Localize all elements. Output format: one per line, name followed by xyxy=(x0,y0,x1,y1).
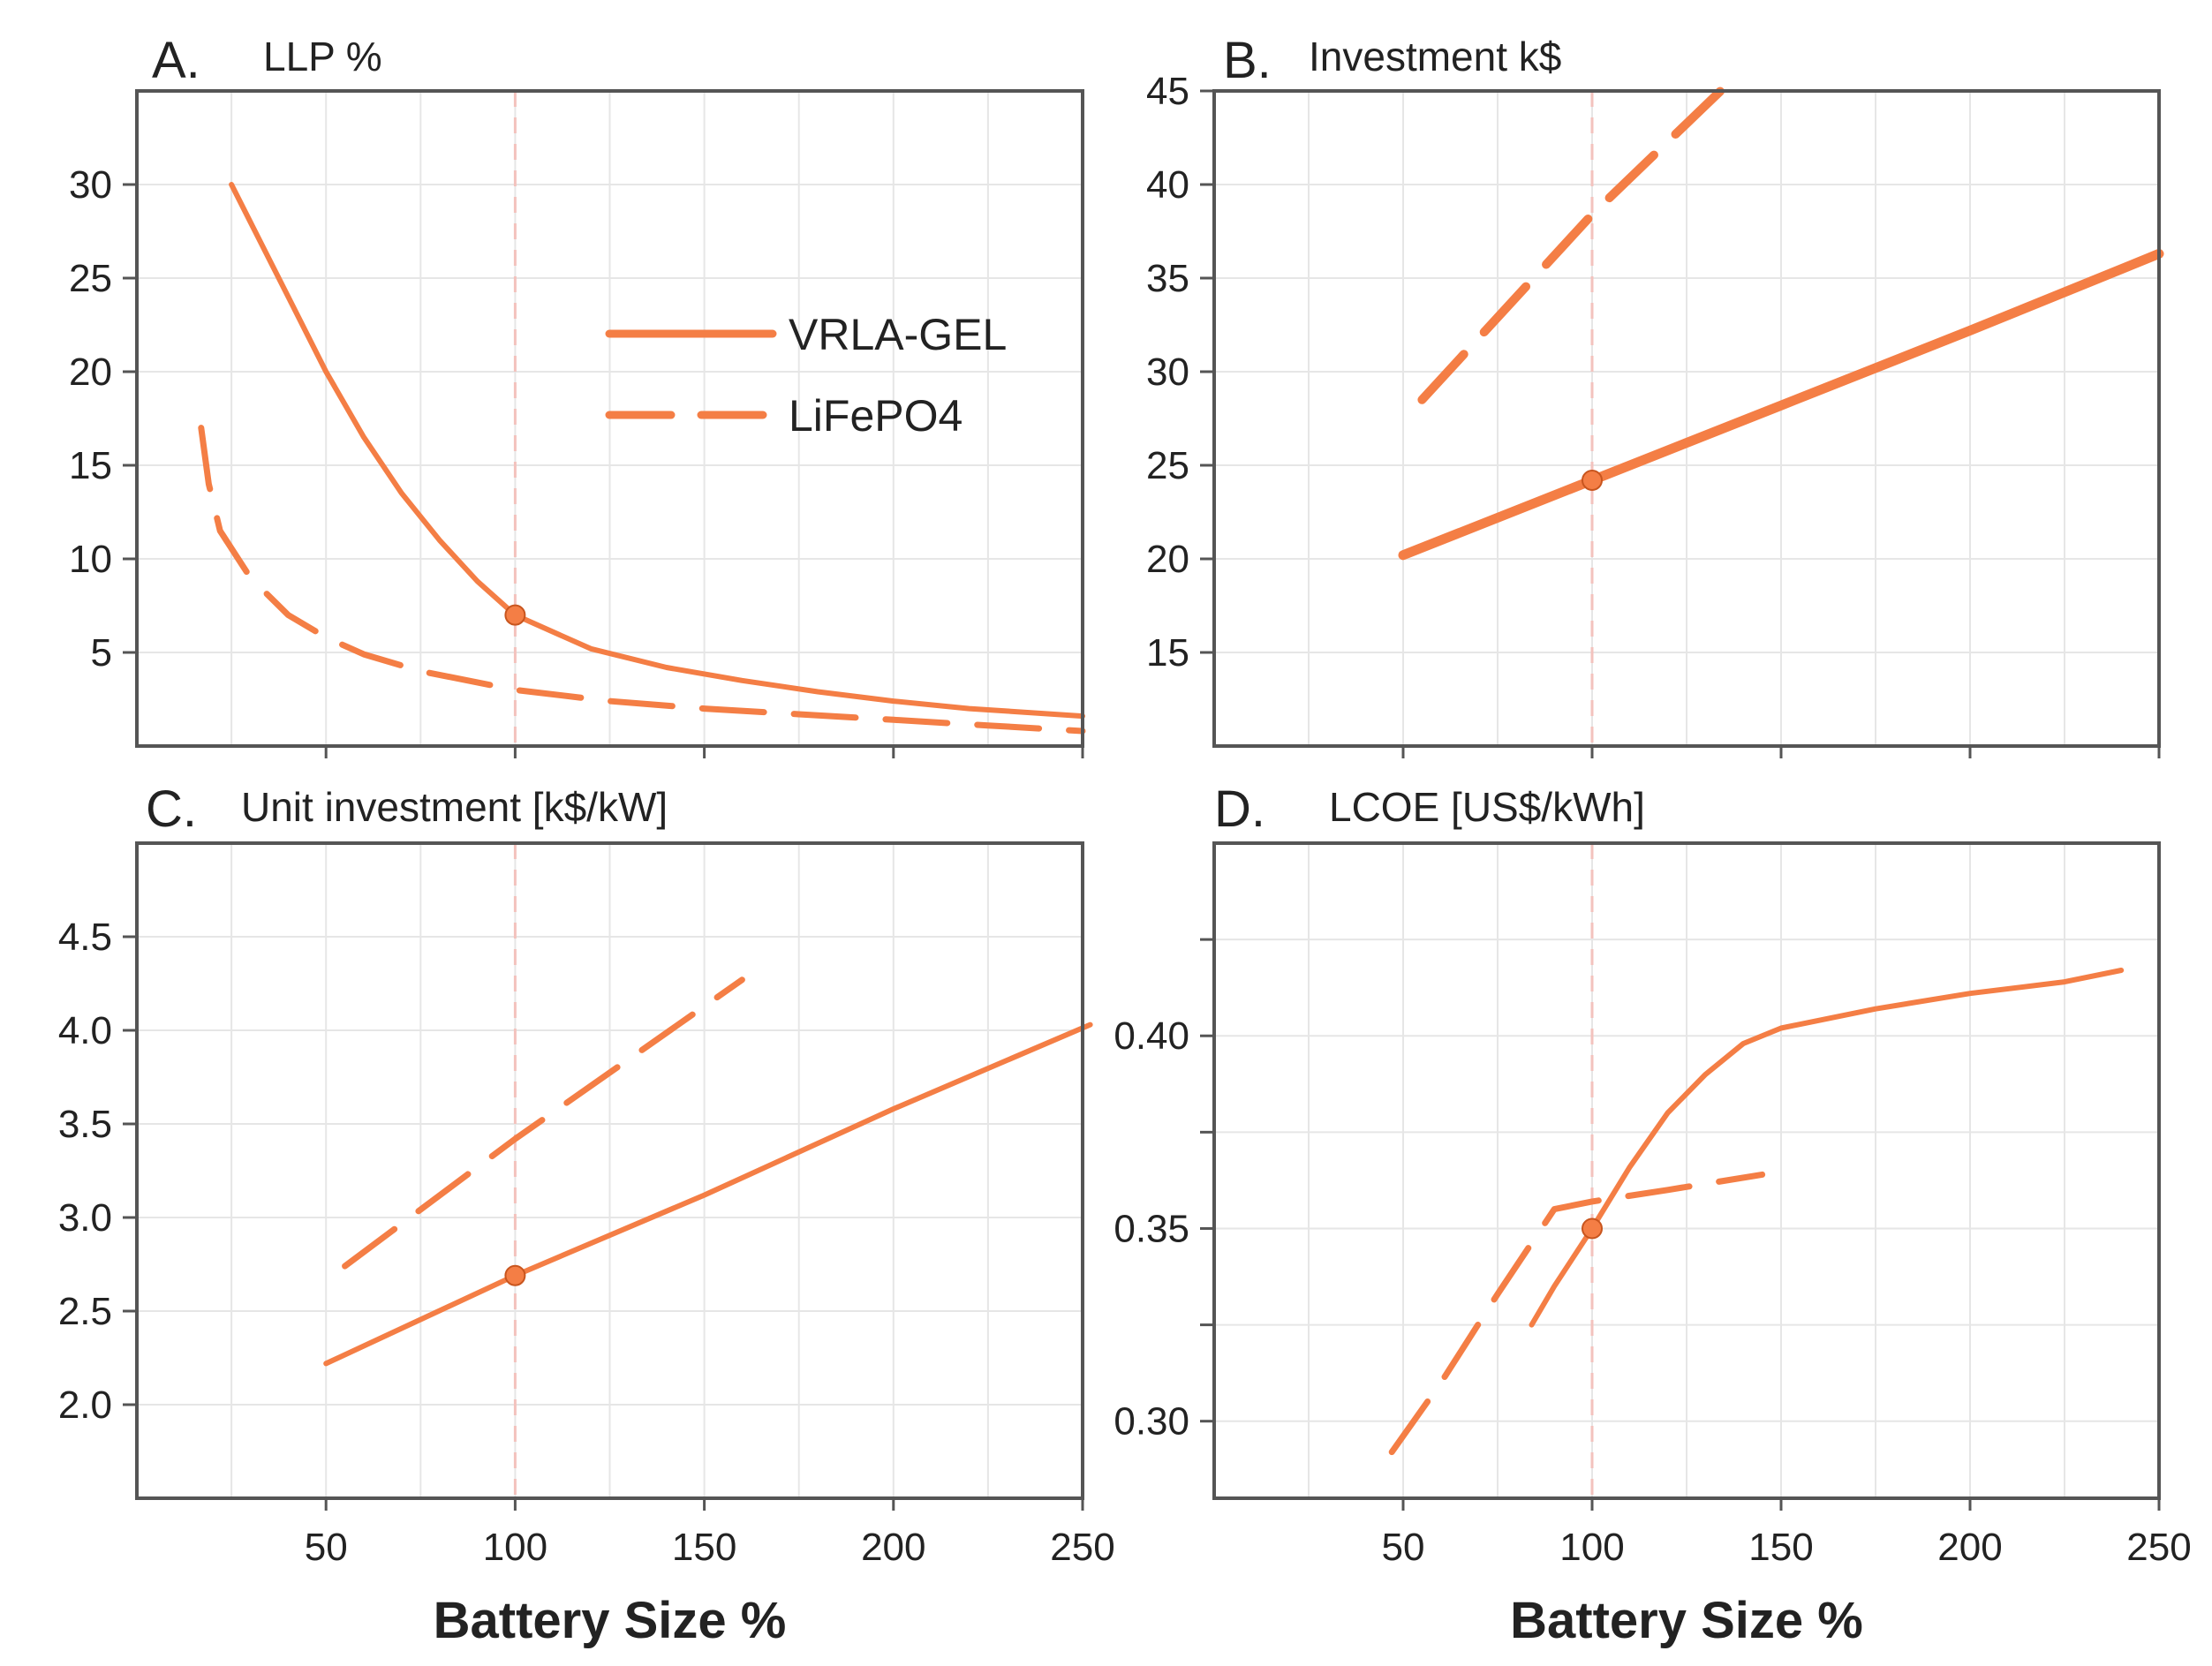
y-tick-label: 3.0 xyxy=(58,1196,112,1240)
plot-frame xyxy=(135,89,1084,748)
y-tick-label: 0.40 xyxy=(1114,1014,1189,1058)
panel-letter: A. xyxy=(152,32,200,89)
x-tick-label: 50 xyxy=(1382,1526,1425,1569)
series-lifepo4-line xyxy=(1417,82,1729,404)
plot-frame xyxy=(1212,89,2161,748)
x-tick-label: 150 xyxy=(1748,1526,1813,1569)
panel-title: LCOE [US$/kWh] xyxy=(1329,784,1645,830)
y-tick-label: 15 xyxy=(69,444,112,487)
series-vrla-gel-line xyxy=(323,1021,1093,1367)
y-tick-label: 2.5 xyxy=(58,1290,112,1333)
panel-letter: C. xyxy=(146,780,197,838)
x-axis-label: Battery Size % xyxy=(1510,1592,1863,1649)
panel-c: 2.0 2.5 3.0 3.5 4.0 4.5 50 100 150 200 250 C. Unit i… xyxy=(58,780,1115,1649)
x-tick-label: 200 xyxy=(1937,1526,2002,1569)
reference-point-marker xyxy=(1582,1217,1603,1240)
y-tick-label: 15 xyxy=(1146,631,1189,675)
panel-title: Investment k$ xyxy=(1309,34,1561,79)
y-tick-label: 4.5 xyxy=(58,916,112,959)
x-tick-label: 200 xyxy=(861,1526,925,1569)
panel-letter: D. xyxy=(1214,780,1265,838)
legend-label: LiFePO4 xyxy=(789,391,963,441)
y-tick-label: 20 xyxy=(69,351,112,394)
panel-a: 5 10 15 20 25 30 A. LLP % xyxy=(69,32,1086,758)
y-tick-label: 3.5 xyxy=(58,1103,112,1146)
y-tick-label: 5 xyxy=(91,631,112,675)
series-lifepo4-line xyxy=(1388,1171,1766,1456)
y-tick-label: 30 xyxy=(69,163,112,207)
panel-d: 0.30 0.35 0.40 50 100 150 200 250 D. LCOE [US$/kW… xyxy=(1114,780,2191,1649)
y-tick-label: 0.35 xyxy=(1114,1207,1189,1250)
x-axis-label: Battery Size % xyxy=(434,1592,787,1649)
reference-point-marker xyxy=(504,604,526,626)
series-vrla-gel-line xyxy=(229,182,1085,720)
series-vrla-gel-line xyxy=(1398,248,2164,561)
plot-frame xyxy=(135,841,1084,1500)
y-tick-label: 30 xyxy=(1146,351,1189,394)
series-vrla-gel-line xyxy=(1529,968,2125,1328)
x-tick-label: 100 xyxy=(1559,1526,1624,1569)
plot-frame xyxy=(1212,841,2161,1500)
x-tick-label: 250 xyxy=(2126,1526,2191,1569)
x-tick-label: 150 xyxy=(672,1526,736,1569)
x-tick-label: 250 xyxy=(1050,1526,1114,1569)
panel-title: LLP % xyxy=(263,34,382,79)
reference-point-marker xyxy=(504,1264,526,1286)
y-tick-label: 2.0 xyxy=(58,1383,112,1427)
legend-label: VRLA-GEL xyxy=(789,310,1007,359)
y-tick-label: 0.30 xyxy=(1114,1400,1189,1444)
y-tick-label: 35 xyxy=(1146,257,1189,300)
y-tick-label: 25 xyxy=(1146,444,1189,487)
y-tick-label: 45 xyxy=(1146,70,1189,113)
series-lifepo4-line xyxy=(198,425,1086,735)
x-tick-label: 100 xyxy=(483,1526,547,1569)
y-tick-label: 10 xyxy=(69,538,112,581)
y-tick-label: 40 xyxy=(1146,163,1189,207)
y-tick-label: 4.0 xyxy=(58,1009,112,1052)
panel-b: 15 20 25 30 35 40 45 B. Investment k$ xyxy=(1146,32,2164,758)
series-lifepo4-line xyxy=(342,976,745,1270)
x-tick-label: 50 xyxy=(305,1526,348,1569)
y-tick-label: 20 xyxy=(1146,538,1189,581)
reference-point-marker xyxy=(1582,469,1603,491)
panel-letter: B. xyxy=(1223,32,1272,89)
y-tick-label: 25 xyxy=(69,257,112,300)
panel-title: Unit investment [k$/kW] xyxy=(241,784,668,830)
legend: VRLA-GEL LiFePO4 xyxy=(605,310,1007,441)
